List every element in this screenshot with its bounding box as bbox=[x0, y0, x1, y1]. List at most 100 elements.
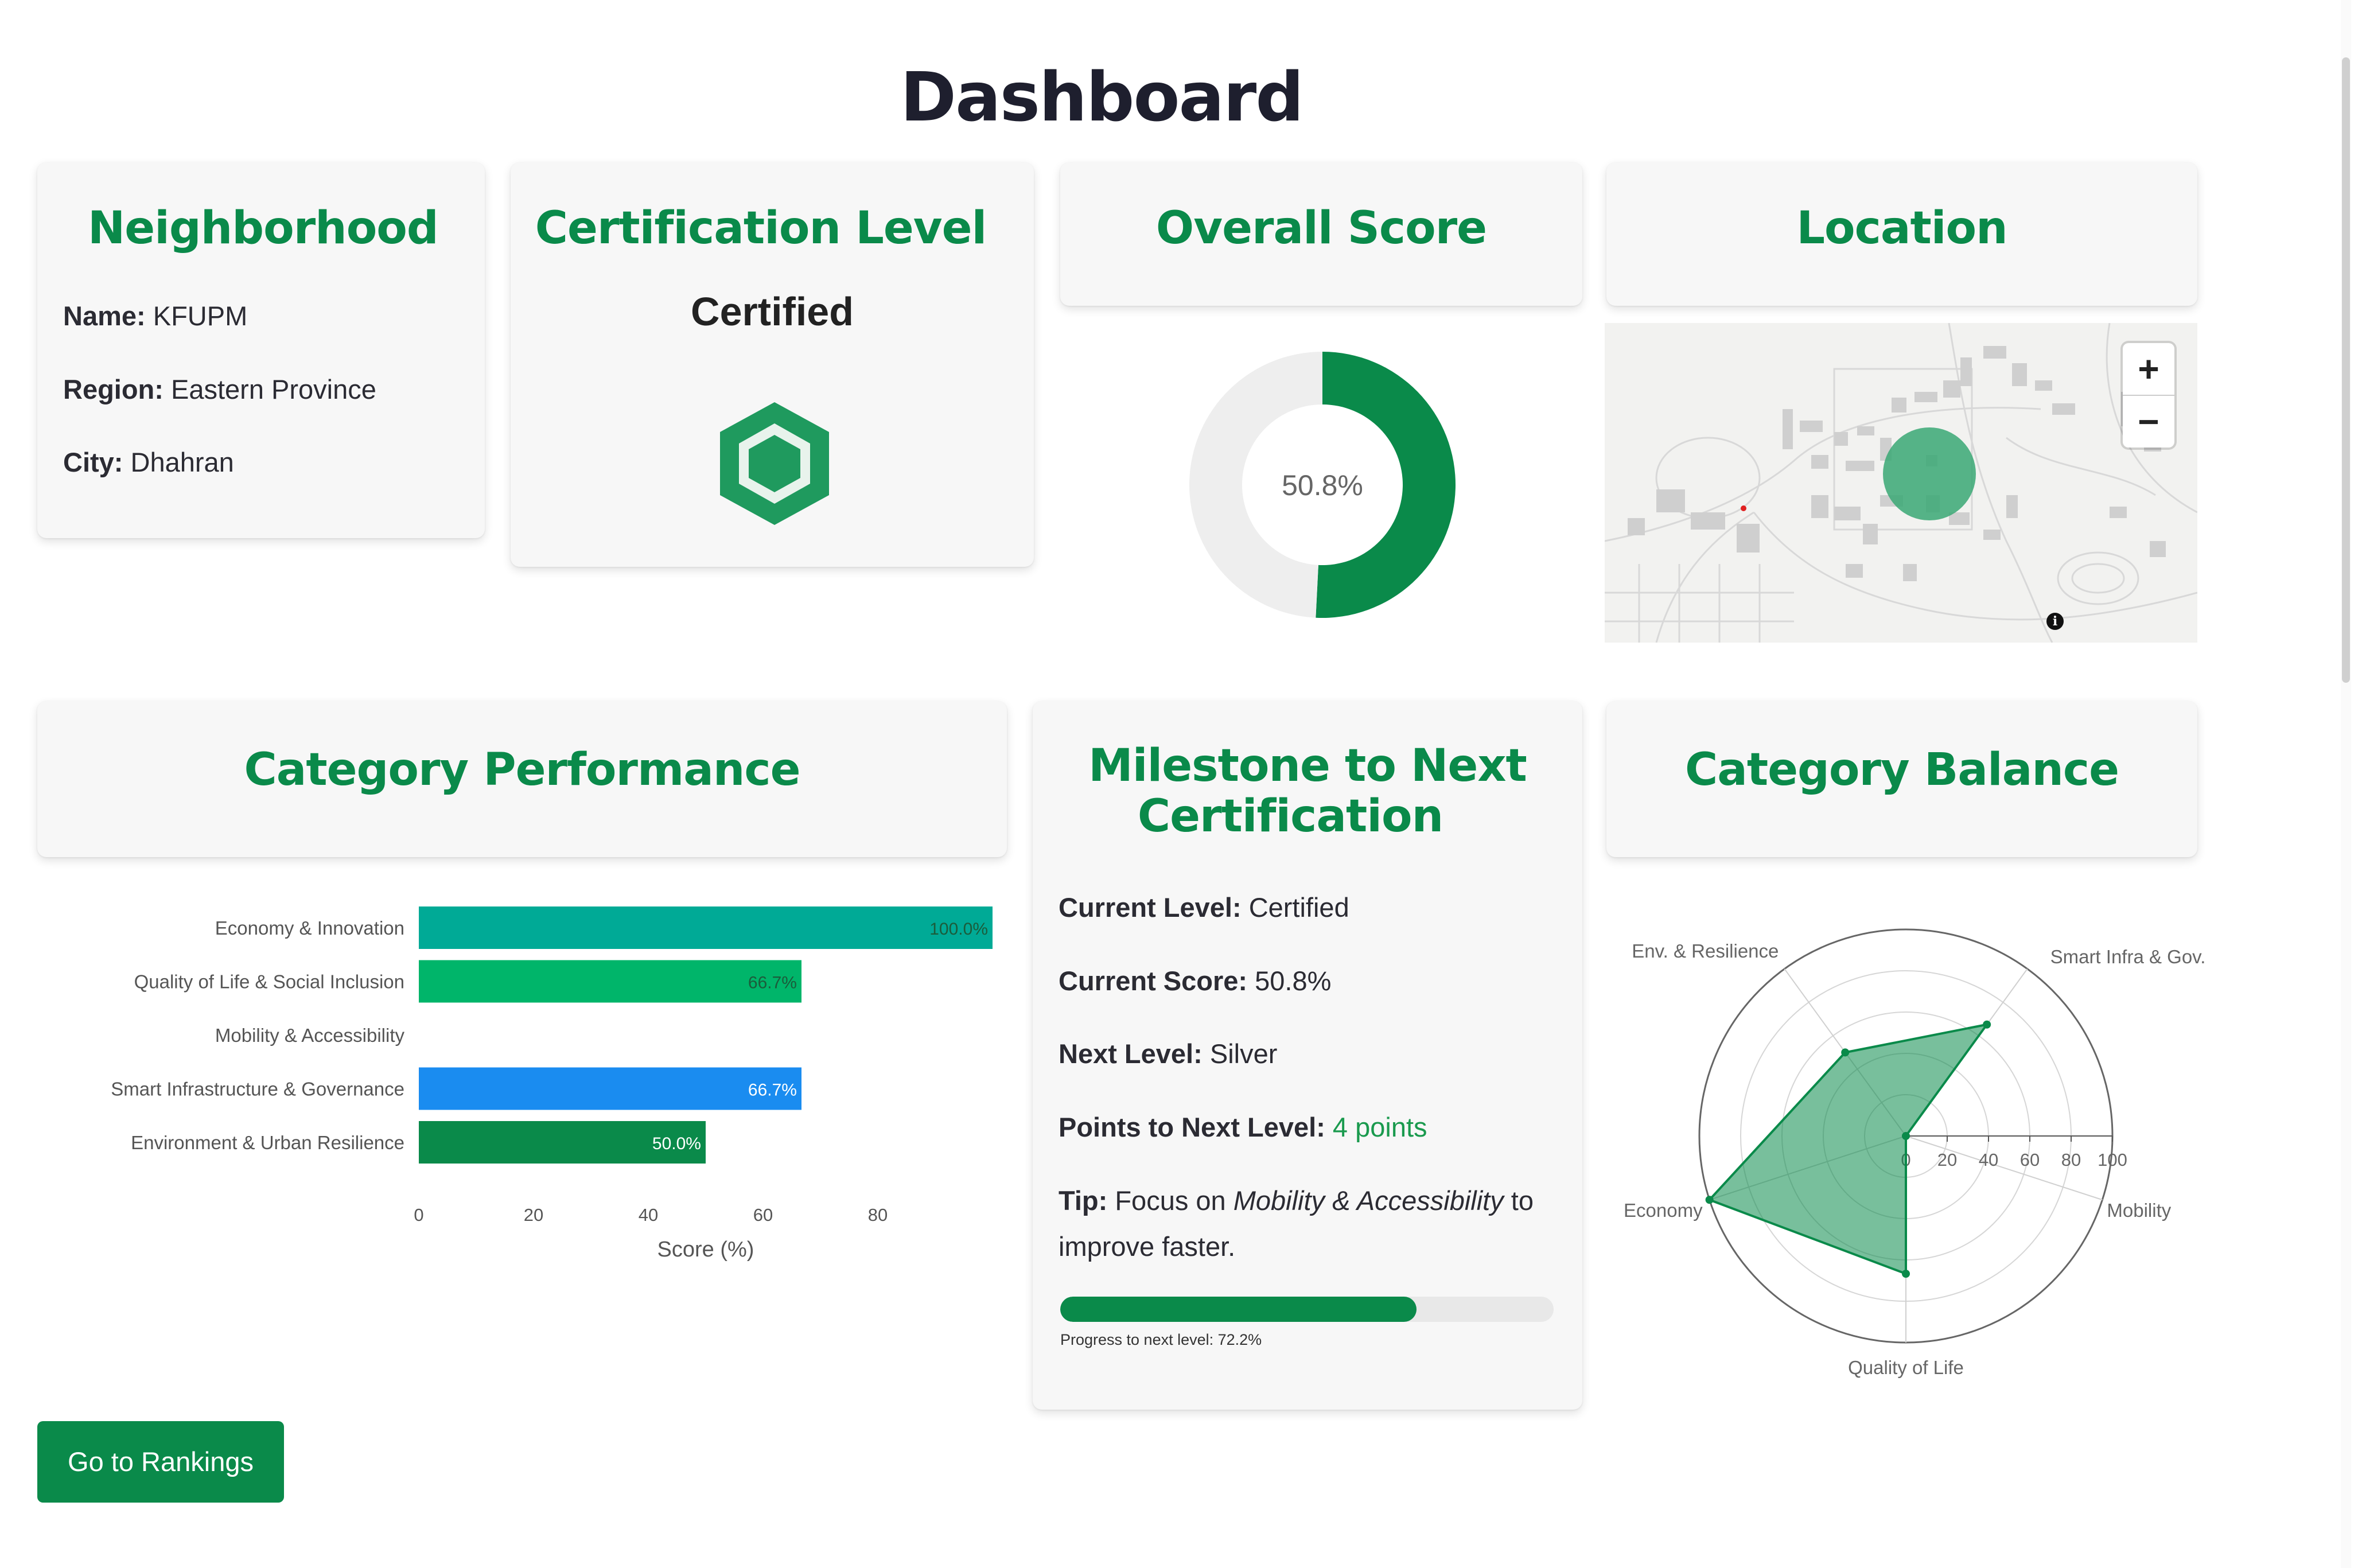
radar-tick-label: 20 bbox=[1937, 1150, 1957, 1170]
radar-axis-label: Mobility bbox=[2107, 1200, 2171, 1221]
radar-point bbox=[1983, 1020, 1991, 1029]
category-balance-card: Category Balance bbox=[1606, 701, 2197, 857]
x-tick-label: 40 bbox=[639, 1205, 658, 1225]
x-axis-label: Score (%) bbox=[657, 1238, 754, 1262]
tip-post: to bbox=[1511, 1185, 1534, 1216]
bar-category-label: Smart Infrastructure & Governance bbox=[111, 1079, 404, 1100]
radar-point bbox=[1841, 1048, 1850, 1057]
radar-axis-label: Env. & Resilience bbox=[1632, 940, 1779, 962]
progress-bar bbox=[1060, 1297, 1554, 1322]
category-performance-title: Category Performance bbox=[244, 744, 800, 796]
x-tick-label: 60 bbox=[753, 1205, 773, 1225]
tip-pre: Focus on bbox=[1115, 1185, 1226, 1216]
hexagon-badge-icon bbox=[720, 402, 829, 525]
progress-label: Progress to next level: 72.2% bbox=[1060, 1331, 1262, 1348]
current-level-value: Certified bbox=[1248, 892, 1349, 923]
radar-axis-label: Smart Infra & Gov. bbox=[2050, 946, 2206, 967]
zoom-separator bbox=[2123, 395, 2174, 396]
region-label: Region: bbox=[63, 374, 164, 404]
overall-score-title: Overall Score bbox=[1155, 203, 1487, 254]
bar-value-label: 66.7% bbox=[748, 1081, 797, 1100]
bar bbox=[419, 1067, 801, 1110]
points-label: Points to Next Level: bbox=[1059, 1112, 1325, 1142]
current-level: Current Level: Certified bbox=[1059, 885, 1349, 931]
certification-title: Certification Level bbox=[535, 203, 987, 254]
next-level-value: Silver bbox=[1209, 1038, 1278, 1069]
milestone-title-line2: Certification bbox=[1137, 791, 1443, 842]
next-level: Next Level: Silver bbox=[1059, 1031, 1277, 1077]
current-score: Current Score: 50.8% bbox=[1059, 958, 1331, 1004]
donut-slice-0 bbox=[1316, 352, 1456, 618]
tip-line2: improve faster. bbox=[1059, 1231, 1236, 1262]
points-to-next: Points to Next Level: 4 points bbox=[1059, 1104, 1427, 1150]
radar-tick-label: 40 bbox=[1979, 1150, 1998, 1170]
x-tick-label: 80 bbox=[868, 1205, 888, 1225]
x-tick-label: 0 bbox=[414, 1205, 423, 1225]
region-value: Eastern Province bbox=[170, 374, 376, 404]
certification-card: Certification Level Certified bbox=[511, 162, 1034, 567]
bar bbox=[419, 960, 801, 1003]
category-balance-radar: 020406080100Smart Infra & Gov.MobilityQu… bbox=[1624, 928, 2206, 1378]
neighborhood-city: City: Dhahran bbox=[63, 446, 234, 478]
city-label: City: bbox=[63, 447, 123, 477]
current-score-label: Current Score: bbox=[1059, 966, 1248, 996]
overall-score-card: Overall Score bbox=[1060, 162, 1582, 306]
radar-tick-label: 100 bbox=[2098, 1150, 2127, 1170]
bar-category-label: Quality of Life & Social Inclusion bbox=[134, 971, 404, 993]
location-dot bbox=[1741, 505, 1746, 511]
radar-axis-label: Quality of Life bbox=[1848, 1357, 1964, 1378]
bar-value-label: 100.0% bbox=[929, 920, 988, 939]
radar-point bbox=[1902, 1132, 1910, 1140]
zoom-out-button[interactable]: − bbox=[2138, 401, 2159, 442]
certification-value: Certified bbox=[691, 289, 854, 334]
tip-label: Tip: bbox=[1059, 1185, 1108, 1216]
radar-spoke bbox=[1905, 1135, 2103, 1201]
bar-value-label: 50.0% bbox=[652, 1134, 701, 1153]
neighborhood-card: Neighborhood Name: KFUPM Region: Eastern… bbox=[37, 162, 485, 538]
radar-point bbox=[1902, 1270, 1910, 1278]
map-info-icon[interactable]: i bbox=[2046, 613, 2064, 630]
current-score-value: 50.8% bbox=[1255, 966, 1332, 996]
bar-category-label: Mobility & Accessibility bbox=[215, 1025, 405, 1046]
category-performance-chart: Economy & Innovation 100.0% Quality of Lif… bbox=[111, 906, 993, 1262]
milestone-card bbox=[1033, 701, 1582, 1410]
bar-category-label: Economy & Innovation bbox=[215, 917, 404, 939]
neighborhood-region: Region: Eastern Province bbox=[63, 373, 376, 405]
bar-value-label: 66.7% bbox=[748, 974, 797, 993]
page-title: Dashboard bbox=[900, 57, 1304, 137]
location-marker[interactable] bbox=[1883, 427, 1976, 520]
location-title: Location bbox=[1796, 203, 2007, 254]
location-card: Location bbox=[1606, 162, 2197, 306]
neighborhood-name: Name: KFUPM bbox=[63, 300, 247, 332]
next-level-label: Next Level: bbox=[1059, 1038, 1203, 1069]
radar-series-area bbox=[1707, 1022, 1990, 1276]
tip: Tip: Focus on Mobility & Accessibility t… bbox=[1059, 1178, 1534, 1224]
milestone-title-line1: Milestone to Next bbox=[1088, 740, 1527, 792]
bar bbox=[419, 1121, 706, 1164]
donut-slice-1 bbox=[1189, 352, 1322, 618]
radar-point bbox=[1705, 1196, 1714, 1204]
map-zoom-control: + − bbox=[2123, 343, 2174, 448]
city-value: Dhahran bbox=[130, 447, 234, 477]
map[interactable]: i bbox=[1605, 323, 2197, 643]
x-tick-label: 20 bbox=[524, 1205, 543, 1225]
progress-bar-fill bbox=[1060, 1297, 1417, 1322]
donut-center-label: 50.8% bbox=[1282, 469, 1363, 501]
go-to-rankings-button[interactable]: Go to Rankings bbox=[37, 1421, 284, 1503]
bar-category-label: Environment & Urban Resilience bbox=[131, 1132, 404, 1153]
zoom-in-button[interactable]: + bbox=[2138, 348, 2159, 390]
radar-tick-label: 80 bbox=[2061, 1150, 2081, 1170]
current-level-label: Current Level: bbox=[1059, 892, 1242, 923]
neighborhood-title: Neighborhood bbox=[88, 203, 439, 254]
category-performance-card: Category Performance bbox=[37, 701, 1007, 857]
points-value: 4 points bbox=[1332, 1112, 1427, 1142]
scrollbar-thumb[interactable] bbox=[2342, 57, 2350, 683]
bar bbox=[419, 906, 993, 949]
category-balance-title: Category Balance bbox=[1684, 744, 2119, 796]
overall-score-donut: 50.8% bbox=[1189, 352, 1456, 618]
tip-focus: Mobility & Accessibility bbox=[1233, 1185, 1504, 1216]
name-label: Name: bbox=[63, 301, 146, 331]
radar-tick-label: 60 bbox=[2020, 1150, 2040, 1170]
name-value: KFUPM bbox=[153, 301, 248, 331]
radar-axis-label: Economy bbox=[1624, 1200, 1703, 1221]
